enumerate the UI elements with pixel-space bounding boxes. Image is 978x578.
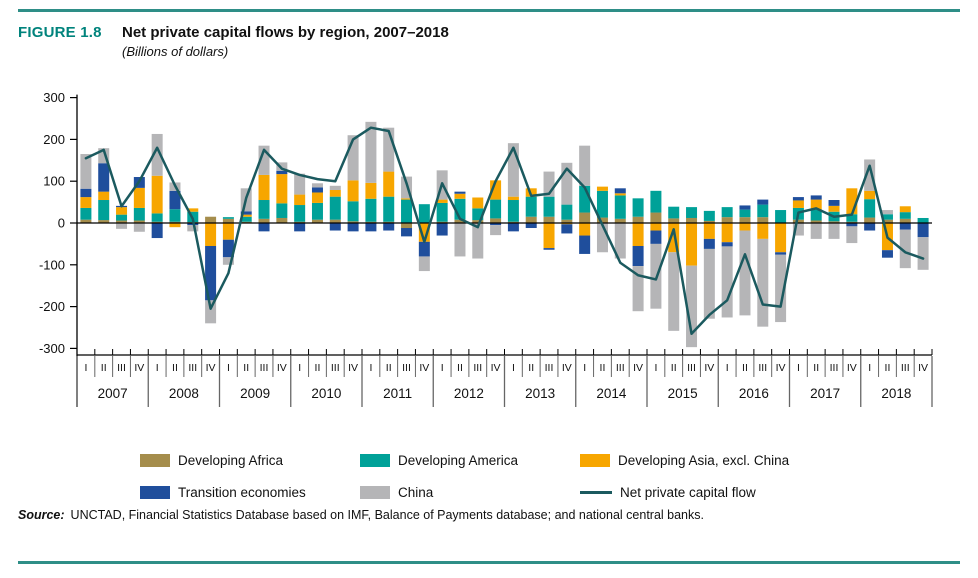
svg-text:IV: IV — [704, 362, 714, 374]
svg-text:III: III — [616, 362, 625, 374]
svg-text:II: II — [813, 362, 819, 374]
svg-text:2007: 2007 — [98, 386, 128, 401]
figure-subtitle: (Billions of dollars) — [122, 44, 229, 59]
top-rule — [18, 9, 960, 12]
svg-text:II: II — [600, 362, 606, 374]
svg-text:I: I — [726, 362, 729, 374]
svg-text:II: II — [457, 362, 463, 374]
svg-text:III: III — [901, 362, 910, 374]
svg-text:IV: IV — [491, 362, 501, 374]
svg-text:II: II — [386, 362, 392, 374]
legend-label: Developing Asia, excl. China — [618, 452, 790, 468]
svg-text:-300: -300 — [39, 341, 65, 356]
svg-text:2010: 2010 — [311, 386, 341, 401]
svg-text:I: I — [84, 362, 87, 374]
svg-text:200: 200 — [43, 132, 65, 147]
developing-africa-swatch — [140, 453, 170, 467]
svg-text:2017: 2017 — [810, 386, 840, 401]
svg-text:II: II — [742, 362, 748, 374]
svg-text:IV: IV — [918, 362, 928, 374]
bottom-rule — [18, 561, 960, 564]
legend-label: Transition economies — [178, 484, 306, 500]
svg-text:I: I — [298, 362, 301, 374]
svg-text:I: I — [654, 362, 657, 374]
figure-number: FIGURE 1.8 — [18, 24, 102, 41]
legend-item-china: China — [360, 485, 580, 500]
svg-text:III: III — [687, 362, 696, 374]
svg-text:IV: IV — [847, 362, 857, 374]
legend-item-developing-america: Developing America — [360, 453, 580, 468]
svg-text:IV: IV — [348, 362, 358, 374]
figure-title: Net private capital flows by region, 200… — [122, 24, 449, 41]
legend-item-net-flow-line: Net private capital flow — [580, 485, 910, 500]
source-text: UNCTAD, Financial Statistics Database ba… — [70, 508, 704, 522]
svg-text:I: I — [868, 362, 871, 374]
svg-text:IV: IV — [776, 362, 786, 374]
svg-text:III: III — [545, 362, 554, 374]
svg-text:2013: 2013 — [525, 386, 555, 401]
svg-text:I: I — [512, 362, 515, 374]
svg-text:-100: -100 — [39, 257, 65, 272]
svg-text:I: I — [441, 362, 444, 374]
svg-text:2014: 2014 — [596, 386, 627, 401]
svg-text:2008: 2008 — [169, 386, 199, 401]
svg-text:100: 100 — [43, 174, 65, 189]
svg-text:I: I — [797, 362, 800, 374]
svg-text:IV: IV — [419, 362, 429, 374]
net-flow-line-swatch — [580, 490, 612, 494]
svg-text:300: 300 — [43, 90, 65, 105]
source-note: Source: UNCTAD, Financial Statistics Data… — [18, 508, 704, 522]
svg-text:-200: -200 — [39, 299, 65, 314]
legend-label: China — [398, 484, 434, 500]
svg-text:IV: IV — [562, 362, 572, 374]
svg-text:III: III — [402, 362, 411, 374]
svg-text:2012: 2012 — [454, 386, 484, 401]
legend-item-developing-asia: Developing Asia, excl. China — [580, 453, 910, 468]
legend-item-transition-economies: Transition economies — [140, 485, 360, 500]
svg-text:2009: 2009 — [240, 386, 270, 401]
legend-label: Developing America — [398, 452, 519, 468]
svg-text:II: II — [885, 362, 891, 374]
figure-header: FIGURE 1.8 Net private capital flows by … — [18, 24, 449, 59]
svg-text:IV: IV — [277, 362, 287, 374]
svg-text:0: 0 — [58, 216, 65, 231]
svg-text:III: III — [331, 362, 340, 374]
svg-text:2011: 2011 — [383, 386, 412, 401]
capital-flows-chart: 300 200 100 0 -100 -200 -300 I II III IV I II III IV I I… — [20, 85, 968, 415]
svg-text:III: III — [830, 362, 839, 374]
svg-text:2018: 2018 — [881, 386, 911, 401]
developing-asia-swatch — [580, 453, 610, 467]
svg-text:III: III — [260, 362, 269, 374]
legend-item-developing-africa: Developing Africa — [140, 453, 360, 468]
svg-text:III: III — [188, 362, 197, 374]
svg-text:I: I — [583, 362, 586, 374]
svg-text:III: III — [758, 362, 767, 374]
china-swatch — [360, 485, 390, 499]
svg-text:I: I — [156, 362, 159, 374]
transition-economies-swatch — [140, 485, 170, 499]
developing-america-swatch — [360, 453, 390, 467]
svg-text:II: II — [243, 362, 249, 374]
svg-text:2015: 2015 — [668, 386, 698, 401]
legend-label: Net private capital flow — [620, 484, 756, 500]
svg-text:2016: 2016 — [739, 386, 769, 401]
svg-text:I: I — [227, 362, 230, 374]
svg-text:III: III — [117, 362, 126, 374]
svg-text:II: II — [528, 362, 534, 374]
svg-text:IV: IV — [206, 362, 216, 374]
svg-text:IV: IV — [134, 362, 144, 374]
svg-text:II: II — [671, 362, 677, 374]
chart-legend: Developing Africa Developing America Dev… — [140, 444, 960, 508]
svg-text:III: III — [473, 362, 482, 374]
svg-text:IV: IV — [633, 362, 643, 374]
legend-label: Developing Africa — [178, 452, 284, 468]
svg-text:I: I — [369, 362, 372, 374]
svg-text:II: II — [101, 362, 107, 374]
svg-text:II: II — [172, 362, 178, 374]
svg-text:II: II — [315, 362, 321, 374]
source-label: Source: — [18, 508, 65, 522]
